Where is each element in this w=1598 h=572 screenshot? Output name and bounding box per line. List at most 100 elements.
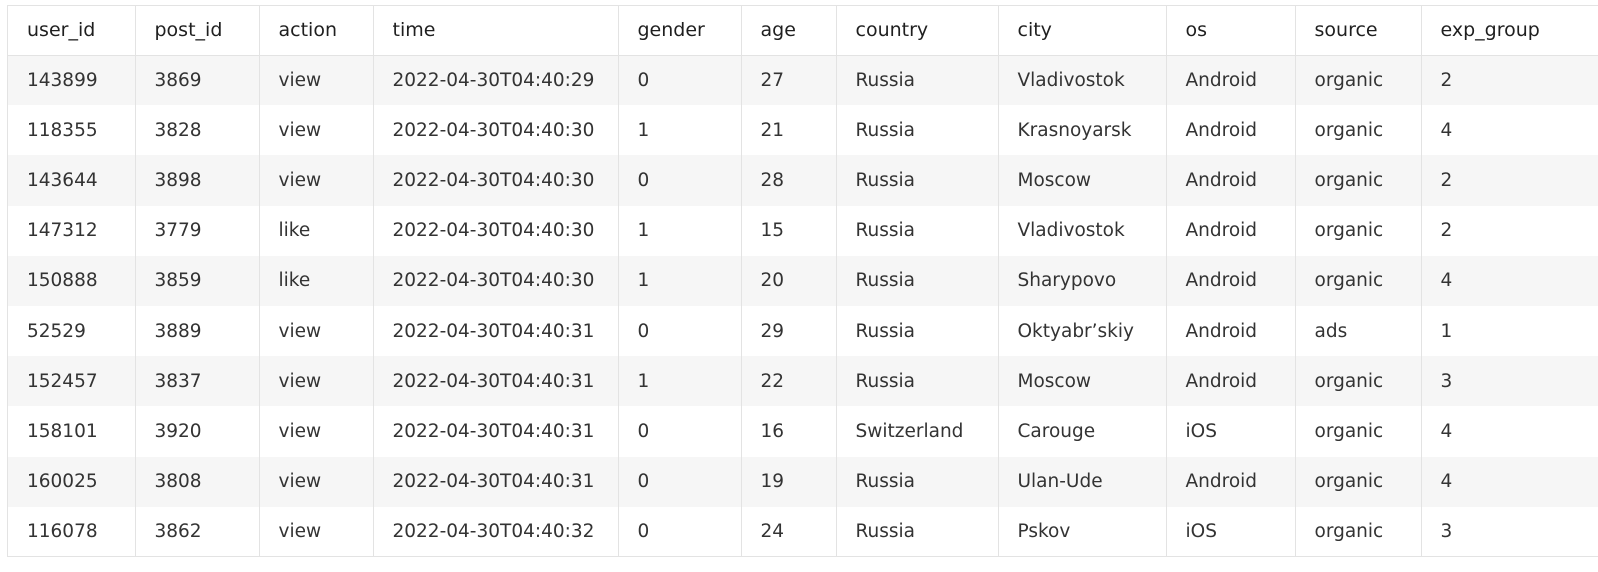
cell-gender: 1 <box>618 105 742 156</box>
cell-os: Android <box>1166 155 1296 206</box>
cell-time: 2022-04-30T04:40:30 <box>373 255 619 306</box>
cell-age: 16 <box>741 406 837 457</box>
cell-gender: 0 <box>618 55 742 106</box>
cell-action: view <box>259 506 374 556</box>
column-header-action[interactable]: action <box>259 6 374 56</box>
cell-exp-group: 4 <box>1421 105 1598 156</box>
column-header-time[interactable]: time <box>373 6 619 56</box>
cell-os: iOS <box>1166 406 1296 457</box>
cell-os: Android <box>1166 356 1296 407</box>
cell-user-id: 118355 <box>8 105 136 156</box>
cell-country: Russia <box>836 155 999 206</box>
cell-age: 20 <box>741 255 837 306</box>
cell-city: Pskov <box>998 506 1167 556</box>
cell-country: Russia <box>836 456 999 507</box>
cell-os: Android <box>1166 105 1296 156</box>
cell-city: Oktyabr’skiy <box>998 305 1167 357</box>
cell-time: 2022-04-30T04:40:32 <box>373 506 619 556</box>
cell-post-id: 3808 <box>135 456 260 507</box>
table-row: 147312 3779 like 2022-04-30T04:40:30 1 15 Russ… <box>8 205 1598 256</box>
cell-post-id: 3862 <box>135 506 260 556</box>
header-row: user_id post_id action time gender age c… <box>8 6 1598 56</box>
column-header-age[interactable]: age <box>741 6 837 56</box>
cell-user-id: 143644 <box>8 155 136 206</box>
cell-country: Russia <box>836 506 999 556</box>
data-table: user_id post_id action time gender age c… <box>8 6 1598 556</box>
cell-exp-group: 1 <box>1421 305 1598 357</box>
table-row: 160025 3808 view 2022-04-30T04:40:31 0 19 Russ… <box>8 456 1598 507</box>
cell-user-id: 152457 <box>8 356 136 407</box>
column-header-gender[interactable]: gender <box>618 6 742 56</box>
cell-time: 2022-04-30T04:40:31 <box>373 356 619 407</box>
cell-country: Russia <box>836 356 999 407</box>
cell-os: Android <box>1166 205 1296 256</box>
cell-gender: 1 <box>618 356 742 407</box>
cell-city: Vladivostok <box>998 205 1167 256</box>
cell-action: like <box>259 205 374 256</box>
cell-os: Android <box>1166 456 1296 507</box>
cell-city: Ulan-Ude <box>998 456 1167 507</box>
cell-gender: 0 <box>618 456 742 507</box>
cell-action: view <box>259 305 374 357</box>
cell-action: view <box>259 55 374 106</box>
table-row: 52529 3889 view 2022-04-30T04:40:31 0 29 Russi… <box>8 305 1598 357</box>
cell-city: Moscow <box>998 356 1167 407</box>
column-header-user-id[interactable]: user_id <box>8 6 136 56</box>
cell-country: Russia <box>836 55 999 106</box>
cell-os: Android <box>1166 305 1296 357</box>
cell-source: organic <box>1295 55 1422 106</box>
cell-source: organic <box>1295 155 1422 206</box>
cell-post-id: 3920 <box>135 406 260 457</box>
cell-exp-group: 2 <box>1421 55 1598 106</box>
column-header-exp-group[interactable]: exp_group <box>1421 6 1598 56</box>
cell-action: like <box>259 255 374 306</box>
table-row: 116078 3862 view 2022-04-30T04:40:32 0 24 Russ… <box>8 506 1598 556</box>
cell-gender: 1 <box>618 255 742 306</box>
cell-exp-group: 4 <box>1421 255 1598 306</box>
cell-age: 28 <box>741 155 837 206</box>
cell-country: Russia <box>836 305 999 357</box>
column-header-os[interactable]: os <box>1166 6 1296 56</box>
cell-os: Android <box>1166 255 1296 306</box>
cell-exp-group: 2 <box>1421 205 1598 256</box>
cell-time: 2022-04-30T04:40:30 <box>373 155 619 206</box>
cell-post-id: 3889 <box>135 305 260 357</box>
table-row: 118355 3828 view 2022-04-30T04:40:30 1 21 Russ… <box>8 105 1598 156</box>
cell-source: organic <box>1295 406 1422 457</box>
cell-post-id: 3898 <box>135 155 260 206</box>
cell-city: Moscow <box>998 155 1167 206</box>
cell-country: Russia <box>836 255 999 306</box>
column-header-source[interactable]: source <box>1295 6 1422 56</box>
cell-user-id: 143899 <box>8 55 136 106</box>
cell-source: organic <box>1295 105 1422 156</box>
cell-country: Russia <box>836 105 999 156</box>
cell-exp-group: 2 <box>1421 155 1598 206</box>
cell-time: 2022-04-30T04:40:31 <box>373 305 619 357</box>
cell-time: 2022-04-30T04:40:30 <box>373 105 619 156</box>
cell-action: view <box>259 406 374 457</box>
column-header-country[interactable]: country <box>836 6 999 56</box>
cell-time: 2022-04-30T04:40:30 <box>373 205 619 256</box>
cell-source: ads <box>1295 305 1422 357</box>
cell-gender: 1 <box>618 205 742 256</box>
table-body: 143899 3869 view 2022-04-30T04:40:29 0 27 Russ… <box>8 55 1598 556</box>
cell-action: view <box>259 155 374 206</box>
cell-user-id: 150888 <box>8 255 136 306</box>
column-header-city[interactable]: city <box>998 6 1167 56</box>
cell-age: 27 <box>741 55 837 106</box>
column-header-post-id[interactable]: post_id <box>135 6 260 56</box>
cell-city: Carouge <box>998 406 1167 457</box>
cell-action: view <box>259 456 374 507</box>
cell-exp-group: 4 <box>1421 406 1598 457</box>
cell-user-id: 158101 <box>8 406 136 457</box>
cell-age: 21 <box>741 105 837 156</box>
cell-city: Sharypovo <box>998 255 1167 306</box>
cell-city: Krasnoyarsk <box>998 105 1167 156</box>
cell-time: 2022-04-30T04:40:29 <box>373 55 619 106</box>
cell-city: Vladivostok <box>998 55 1167 106</box>
cell-os: Android <box>1166 55 1296 106</box>
table-row: 158101 3920 view 2022-04-30T04:40:31 0 16 Swit… <box>8 406 1598 457</box>
table-row: 143899 3869 view 2022-04-30T04:40:29 0 27 Russ… <box>8 55 1598 106</box>
data-table-container: user_id post_id action time gender age c… <box>7 5 1598 557</box>
cell-exp-group: 3 <box>1421 506 1598 556</box>
